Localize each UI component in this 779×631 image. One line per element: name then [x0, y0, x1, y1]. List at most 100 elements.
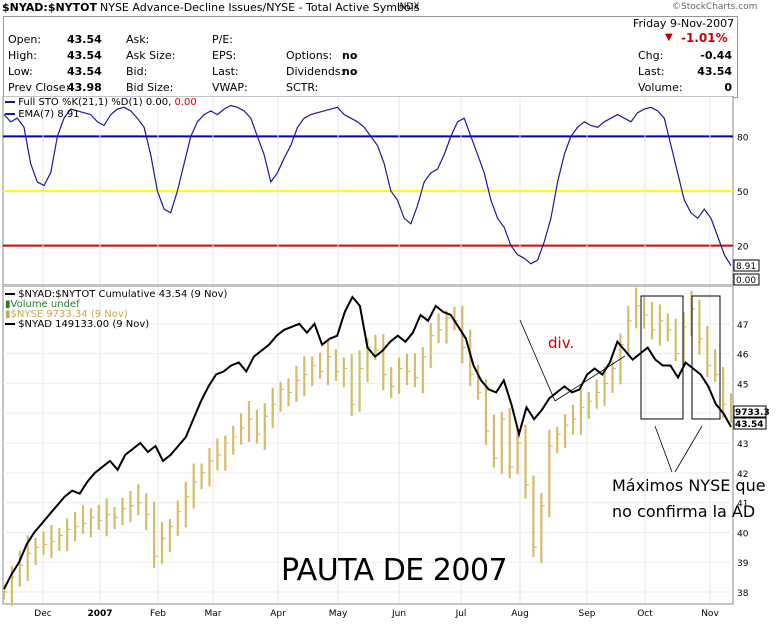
sto-panel: 80 50 20 8.91 0.00	[2, 96, 760, 286]
price-x-tick-label: May	[329, 609, 348, 619]
price-legend-4: $NYAD 149133.00 (9 Nov)	[5, 319, 149, 330]
sto-legend-1: Full STO %K(21,1) %D(1) 0.00, 0.00	[5, 97, 197, 108]
nyad-legend-swatch	[5, 323, 15, 325]
nyse-last-value: 9733.3	[735, 408, 770, 418]
quote-label: High:	[8, 49, 37, 62]
divergence-line-1	[519, 319, 556, 402]
max-annotation-line-2: no confirma la AD	[612, 502, 756, 521]
sto-legend-2-text: EMA(7) 8.91	[18, 109, 80, 120]
sto-last-box	[733, 259, 760, 272]
sto-legend-1-text: Full STO %K(21,1) %D(1) 0.00,	[18, 97, 175, 108]
date-value: 9-Nov-2007	[670, 17, 735, 30]
ad-series-line	[3, 295, 732, 590]
quote-label: P/E:	[212, 33, 233, 46]
price-y-tick-label: 43	[737, 440, 748, 450]
max-annotation-line-1: Máximos NYSE que	[612, 476, 766, 495]
quote-label: Last:	[212, 65, 239, 78]
price-y-tick-label: 46	[737, 351, 749, 361]
quote-value: 43.54	[67, 49, 102, 62]
quote-value: no	[342, 49, 358, 62]
arrow-line-1	[654, 425, 673, 473]
symbol-title: $NYAD:$NYTOT	[2, 1, 97, 14]
quote-label: Ask:	[126, 33, 150, 46]
price-x-tick-label: Mar	[205, 609, 222, 619]
quote-label: EPS:	[212, 49, 237, 62]
price-x-tick-label: Nov	[701, 609, 719, 619]
ad-last-value: 43.54	[735, 420, 763, 430]
sto-lines	[3, 104, 732, 266]
sto-legend-2: EMA(7) 8.91	[5, 109, 80, 120]
highlight-box-1	[640, 295, 684, 420]
price-x-ticks: Dec 2007 Feb Mar Apr May Jun Jul Aug Sep Oct Nov	[34, 609, 719, 619]
price-x-tick-label: Apr	[270, 609, 286, 619]
bar-icon: ▮	[5, 309, 11, 320]
sto-legend-1-red: 0.00	[174, 97, 197, 108]
stockcharts-watermark: ©StockCharts.com	[672, 2, 758, 12]
price-legend-1-text: $NYAD:$NYTOT Cumulative 43.54 (9 Nov)	[18, 289, 228, 300]
date-day: Friday	[633, 17, 667, 30]
price-legend-3-text: $NYSE 9733.34 (9 Nov)	[10, 309, 128, 320]
quote-value: no	[342, 65, 358, 78]
quote-value: -0.44	[700, 49, 732, 62]
price-y-tick-label: 45	[737, 380, 748, 390]
quote-value: 43.54	[67, 65, 102, 78]
quote-label: Prev Close:	[8, 81, 70, 94]
price-x-tick-label: Sep	[579, 609, 596, 619]
sto-last-value-2: 0.00	[736, 276, 756, 286]
sto-level-label: 20	[737, 243, 749, 253]
arrow-line-2	[674, 425, 703, 473]
quote-label: Chg:	[638, 49, 664, 62]
price-x-tick-label: Feb	[150, 609, 166, 619]
price-y-ticks: 47464544434241403938	[737, 321, 749, 599]
price-x-tick-label: Dec	[34, 609, 51, 619]
price-x-tick-label: Oct	[637, 609, 653, 619]
price-x-tick-label: Aug	[511, 609, 529, 619]
divergence-line-2	[554, 355, 626, 402]
price-y-tick-label: 41	[737, 500, 748, 510]
ad-legend-swatch	[5, 293, 15, 295]
quote-label: Options:	[286, 49, 333, 62]
quote-label: Bid Size:	[126, 81, 174, 94]
price-y-tick-label: 47	[737, 321, 748, 331]
quote-value: 43.54	[697, 65, 732, 78]
sto-last-box-2	[733, 273, 760, 286]
price-panel: 47464544434241403938 Dec2007FebMarAprMay…	[2, 286, 770, 619]
sto-series-line	[3, 104, 732, 266]
price-legend-2: ▮Volume undef	[5, 299, 80, 310]
down-arrow-icon: ▼	[665, 32, 673, 43]
chart-title-bar: $NYAD:$NYTOT NYSE Advance-Decline Issues…	[0, 0, 779, 16]
quote-label: Bid:	[126, 65, 148, 78]
symbol-description: NYSE Advance-Decline Issues/NYSE - Total…	[100, 1, 420, 14]
sto-level-label: 80	[737, 133, 749, 143]
sto-level-label: 50	[737, 188, 749, 198]
price-y-tick-label: 42	[737, 470, 748, 480]
divergence-annotation: div.	[548, 334, 575, 352]
sto-vertical-grid	[42, 97, 711, 284]
price-grid	[3, 287, 733, 603]
quote-label: Last:	[638, 65, 665, 78]
quote-label: SCTR:	[286, 81, 319, 94]
quote-label: VWAP:	[212, 81, 248, 94]
price-y-tick-label: 40	[737, 529, 749, 539]
quote-label: Low:	[8, 65, 33, 78]
ema-legend-swatch	[5, 113, 15, 115]
sto-legend-swatch	[5, 101, 15, 103]
sto-last-value: 8.91	[736, 262, 756, 272]
quote-label: Open:	[8, 33, 42, 46]
quote-label: Dividends:	[286, 65, 345, 78]
ad-cumulative-line	[3, 295, 732, 590]
price-y-tick-label: 38	[737, 589, 749, 599]
quote-label: Ask Size:	[126, 49, 176, 62]
price-y-tick-label: 39	[737, 559, 749, 569]
price-x-tick-label: 2007	[87, 609, 112, 619]
nyse-last-box	[733, 405, 767, 418]
exchange-label: INDX	[397, 2, 420, 12]
price-x-tick-label: Jul	[455, 609, 467, 619]
change-percent: -1.01%	[681, 31, 728, 45]
big-title: PAUTA DE 2007	[281, 553, 508, 588]
highlight-box-2	[691, 295, 721, 420]
quote-value: 0	[724, 81, 732, 94]
quote-value: 43.98	[67, 81, 102, 94]
price-x-tick-label: Jun	[391, 609, 406, 619]
price-legend-2-text: Volume undef	[10, 299, 80, 310]
